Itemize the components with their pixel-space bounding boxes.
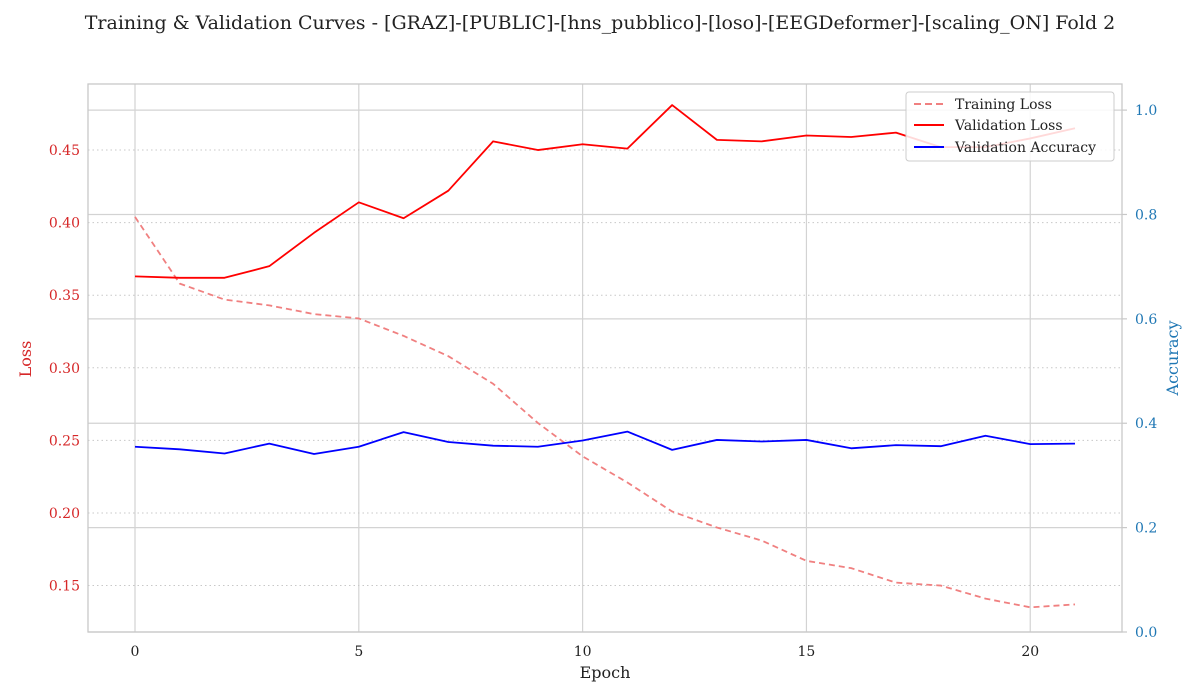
y-right-tick-label: 0.0 xyxy=(1135,625,1157,641)
legend-label-validation-loss: Validation Loss xyxy=(954,118,1063,134)
y-left-tick-label: 0.20 xyxy=(49,506,80,522)
y-left-tick-label: 0.35 xyxy=(49,288,80,304)
x-axis-label: Epoch xyxy=(580,663,631,682)
y-left-tick-label: 0.45 xyxy=(49,143,80,159)
x-tick-label: 20 xyxy=(1021,644,1039,660)
plot-frame xyxy=(87,83,1123,633)
y-left-tick-label: 0.40 xyxy=(49,216,80,232)
y-right-tick-label: 0.4 xyxy=(1135,416,1157,432)
y-left-tick-label: 0.25 xyxy=(49,433,80,449)
x-tick-label: 15 xyxy=(798,644,816,660)
legend-label-validation-accuracy: Validation Accuracy xyxy=(954,140,1096,156)
chart-legend: Training Loss Validation Loss Validation… xyxy=(905,91,1115,162)
y-right-tick-label: 0.2 xyxy=(1135,521,1157,537)
chart-title: Training & Validation Curves - [GRAZ]-[P… xyxy=(85,12,1116,34)
legend-frame xyxy=(905,91,1115,162)
grid-layer xyxy=(88,84,1122,633)
training-loss-line xyxy=(134,216,1076,609)
y-right-tick-label: 0.6 xyxy=(1135,312,1157,328)
y-right-tick-label: 1.0 xyxy=(1135,103,1157,119)
y-right-tick-label: 0.8 xyxy=(1135,207,1157,223)
x-tick-label: 10 xyxy=(574,644,592,660)
y-left-tick-label: 0.15 xyxy=(49,579,80,595)
tick-layer: 0 5 10 15 20 0.15 0.20 0.25 0.30 0.35 0.40 0.45 0.0 0… xyxy=(49,103,1158,660)
y-axis-right-label: Accuracy xyxy=(1163,321,1182,397)
legend-label-training-loss: Training Loss xyxy=(955,97,1052,113)
validation-accuracy-line xyxy=(134,430,1076,455)
x-tick-label: 5 xyxy=(354,644,363,660)
x-tick-label: 0 xyxy=(131,644,140,660)
y-axis-left-label: Loss xyxy=(16,341,35,378)
y-left-tick-label: 0.30 xyxy=(49,361,80,377)
series-layer xyxy=(134,104,1076,609)
